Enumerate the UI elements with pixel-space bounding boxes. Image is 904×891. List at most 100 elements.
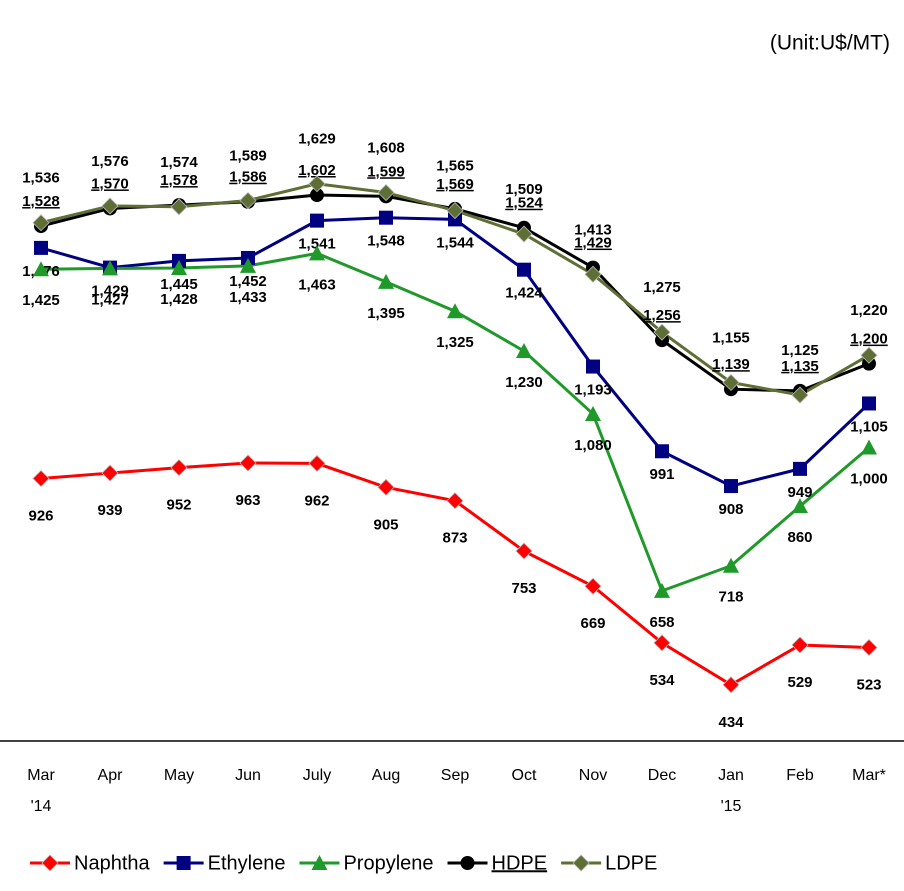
marker [239, 454, 257, 472]
data-label: 1,256 [643, 307, 681, 324]
marker [792, 498, 808, 514]
marker [32, 469, 50, 488]
data-label: 1,193 [574, 382, 612, 399]
data-label: 434 [718, 714, 744, 731]
data-label: 1,429 [91, 283, 129, 300]
marker [102, 260, 118, 276]
x-tick-label: Nov [579, 767, 607, 784]
x-tick-label: Jun [235, 767, 261, 784]
marker [377, 478, 395, 496]
data-label: 1,325 [436, 334, 474, 351]
legend-label: Ethylene [208, 852, 286, 874]
data-label: 1,524 [505, 195, 543, 212]
marker [515, 542, 533, 560]
marker [309, 245, 325, 261]
data-label: 1,578 [160, 172, 198, 189]
data-label: 529 [787, 674, 812, 691]
data-label: 1,589 [229, 147, 267, 164]
data-label: 1,536 [22, 170, 60, 187]
data-label: 1,463 [298, 276, 336, 293]
marker [860, 346, 878, 364]
marker [722, 373, 740, 392]
marker [34, 240, 48, 255]
marker [308, 454, 326, 472]
marker [310, 213, 324, 228]
legend-label: Naphtha [74, 852, 150, 874]
data-label: 991 [649, 466, 674, 483]
data-label: 1,000 [850, 470, 888, 487]
unit-label: (Unit:U$/MT) [770, 32, 890, 55]
marker [655, 444, 669, 459]
marker [170, 459, 188, 477]
marker [101, 197, 119, 215]
data-label: 1,569 [436, 176, 474, 193]
data-label: 1,576 [91, 153, 129, 170]
data-label: 1,586 [229, 169, 267, 186]
marker [515, 225, 533, 243]
marker [240, 257, 256, 273]
data-label: 1,424 [505, 285, 543, 302]
marker [653, 634, 671, 652]
marker [860, 638, 878, 657]
data-label: 658 [649, 614, 674, 631]
data-label: 952 [166, 497, 191, 514]
marker [722, 676, 740, 694]
x-tick-label: Dec [648, 767, 676, 784]
data-label: 1,452 [229, 273, 267, 290]
data-label: 1,544 [436, 234, 474, 251]
marker [723, 557, 739, 573]
series-line [40, 216, 871, 488]
data-label: 1,602 [298, 162, 336, 179]
marker [33, 261, 49, 277]
marker [176, 856, 191, 870]
data-label: 1,629 [298, 131, 336, 148]
data-label: 1,080 [574, 437, 612, 454]
data-label: 926 [28, 507, 53, 524]
data-label: 1,429 [574, 235, 612, 252]
data-label: 1,200 [850, 331, 888, 348]
legend-label: LDPE [605, 852, 657, 874]
marker [517, 262, 531, 277]
data-label: 1,433 [229, 289, 267, 306]
data-label: 1,105 [850, 418, 888, 435]
data-label: 1,548 [367, 233, 405, 250]
marker [41, 854, 59, 872]
x-tick-label: Apr [98, 767, 124, 784]
data-label: 1,565 [436, 158, 474, 175]
x-tick-label: Feb [786, 767, 814, 784]
data-label: 1,230 [505, 374, 543, 391]
data-label: 963 [235, 492, 260, 509]
marker [448, 212, 462, 227]
data-label: 1,608 [367, 140, 405, 157]
marker [311, 855, 328, 870]
data-label: 1,125 [781, 342, 819, 359]
data-label: 873 [442, 530, 467, 547]
data-label: 1,428 [160, 291, 198, 308]
data-label: 939 [97, 502, 122, 519]
marker [171, 260, 187, 276]
marker [308, 175, 326, 193]
data-label: 718 [718, 589, 743, 606]
data-label: 1,395 [367, 305, 405, 322]
data-label: 1,509 [505, 181, 543, 198]
marker [724, 479, 738, 494]
marker [585, 405, 601, 421]
marker [101, 464, 119, 482]
data-label: 753 [511, 580, 536, 597]
data-label: 949 [787, 484, 812, 501]
data-label: 1,528 [22, 193, 60, 210]
marker [572, 854, 590, 872]
data-label: 1,599 [367, 163, 405, 180]
data-label: 1,275 [643, 279, 681, 296]
marker [447, 303, 463, 319]
data-label: 1,541 [298, 236, 336, 253]
marker [446, 492, 464, 510]
marker [239, 191, 257, 210]
data-label: 860 [787, 529, 812, 546]
x-tick-label: Sep [441, 767, 470, 784]
data-label: 908 [718, 501, 743, 518]
marker [379, 210, 393, 225]
marker [791, 386, 809, 404]
marker [460, 856, 475, 870]
